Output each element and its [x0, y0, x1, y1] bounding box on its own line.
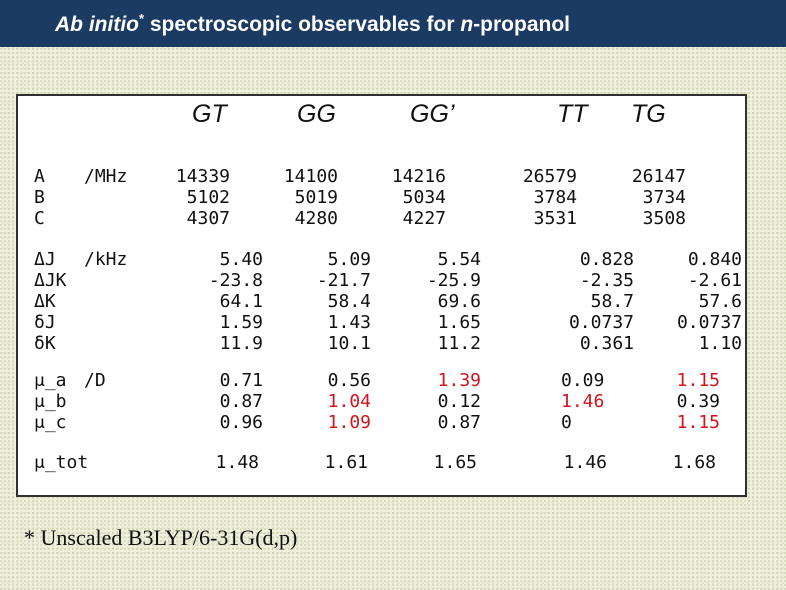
total-value-gg-prime: 1.65	[433, 452, 477, 473]
distortion-labels: ΔJ ΔJK ΔK δJ δK	[34, 249, 67, 354]
dipole-values-tg: 1.15 0.39 1.15	[677, 370, 720, 433]
rotational-values-gg-prime: 14216 5034 4227	[391, 166, 446, 229]
column-header-gt: GT	[192, 100, 227, 128]
dipole-values-gg-prime: 1.39 0.12 0.87	[438, 370, 481, 433]
footnote: * Unscaled B3LYP/6-31G(d,p)	[24, 525, 298, 550]
dipole-labels: μ_a μ_b μ_c	[34, 370, 67, 433]
distortion-values-tt: 0.828 -2.35 58.7 0.0737 0.361	[568, 249, 634, 354]
dipole-cell: 0.39	[676, 391, 720, 412]
total-dipole-label: μ_tot	[34, 452, 89, 473]
rotational-values-gt: 14339 5102 4307	[175, 166, 230, 229]
column-header-gg: GG	[297, 100, 336, 128]
dipole-cell: 1.15	[676, 412, 720, 433]
distortion-values-gt: 5.40 -23.8 64.1 1.59 11.9	[208, 249, 263, 354]
total-value-gg: 1.61	[324, 452, 368, 473]
total-value-gt: 1.48	[215, 452, 259, 473]
dipole-cell: 0.87	[219, 391, 263, 412]
column-header-tt: TT	[557, 100, 588, 128]
rotational-values-gg: 14100 5019 4280	[283, 166, 338, 229]
dipole-cell: 1.09	[327, 412, 371, 433]
dipole-cell: 1.04	[327, 391, 371, 412]
dipole-cell: 1.39	[437, 370, 481, 391]
dipole-unit: /D	[84, 370, 106, 391]
title-bar: Ab initio* spectroscopic observables for…	[0, 0, 786, 47]
dipole-cell: 0.71	[219, 370, 263, 391]
dipole-cell: 0.09	[561, 370, 605, 391]
dipole-cell: 0.12	[437, 391, 481, 412]
rotational-values-tg: 26147 3734 3508	[631, 166, 686, 229]
total-value-tg: 1.68	[672, 452, 716, 473]
rotational-values-tt: 26579 3784 3531	[522, 166, 577, 229]
dipole-cell: 0.96	[219, 412, 263, 433]
distortion-unit: /kHz	[84, 249, 128, 270]
column-header-gg-prime: GG’	[410, 100, 455, 128]
rotational-unit: /MHz	[84, 166, 128, 187]
dipole-values-tt: 0.09 1.46 0	[561, 370, 604, 433]
dipole-values-gg: 0.56 1.04 1.09	[328, 370, 371, 433]
total-value-tt: 1.46	[563, 452, 607, 473]
column-header-tg: TG	[631, 100, 666, 128]
distortion-values-gg-prime: 5.54 -25.9 69.6 1.65 11.2	[426, 249, 481, 354]
dipole-cell: 1.46	[561, 391, 605, 412]
distortion-values-gg: 5.09 -21.7 58.4 1.43 10.1	[316, 249, 371, 354]
distortion-values-tg: 0.840 -2.61 57.6 0.0737 1.10	[676, 249, 742, 354]
dipole-cell: 0.56	[327, 370, 371, 391]
dipole-cell: 0.87	[437, 412, 481, 433]
slide-title: Ab initio* spectroscopic observables for…	[55, 11, 570, 36]
rotational-labels: A B C	[34, 166, 45, 229]
data-table-frame	[16, 94, 747, 497]
dipole-values-gt: 0.71 0.87 0.96	[220, 370, 263, 433]
dipole-cell: 0	[561, 412, 572, 433]
dipole-cell: 1.15	[676, 370, 720, 391]
